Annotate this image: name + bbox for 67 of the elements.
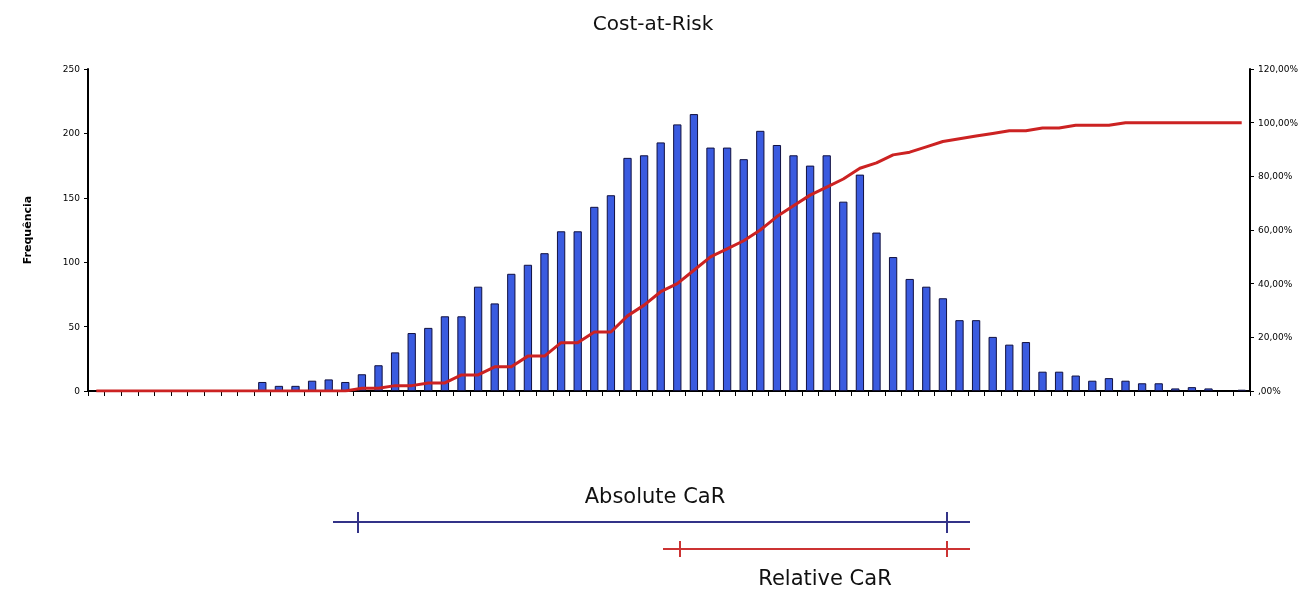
bar [573,231,582,391]
bar [888,257,898,391]
bar [805,165,815,391]
bar [324,379,333,391]
bar [955,320,964,391]
bar [473,286,483,391]
bar [1021,342,1031,391]
y2-tick-label: ,00% [1258,386,1282,396]
y-tick-label: 150 [62,192,81,203]
bar [1071,375,1080,391]
bar [938,298,948,391]
bar [523,264,533,391]
text: Absolute CaR [584,484,726,508]
bar [623,157,632,391]
bar [1137,383,1147,391]
y-tick-label: 200 [62,128,81,139]
bar [639,155,649,391]
bar [1088,380,1097,391]
bar [590,206,599,391]
y-tick-label: 100 [62,257,81,268]
bar [507,273,516,391]
bar [656,142,665,391]
y2-tick-label: 40,00% [1258,278,1293,289]
bar [490,303,499,391]
bar [872,232,881,391]
bar [556,231,566,391]
bar [1104,378,1114,391]
y-tick-label: 50 [68,321,81,332]
bar [390,352,400,391]
chart-title: Cost-at-Risk [592,11,714,35]
y-tick-label: 0 [74,386,81,396]
bar [739,159,748,391]
bar [756,130,765,391]
y2-tick-label: 20,00% [1258,332,1293,343]
bar [424,327,433,391]
bar [971,320,981,391]
bar [689,114,699,391]
bar [407,333,416,391]
bar [1038,371,1047,391]
bar [1005,344,1014,391]
y-axis-title: Frequência [21,195,34,265]
bar [905,278,914,391]
bar [922,286,931,391]
text: Relative CaR [758,566,892,590]
line-series [94,121,1244,393]
bar [822,155,831,391]
bar [673,124,682,391]
bar [440,316,450,391]
bar [1154,383,1163,391]
bar [1121,380,1130,391]
bar [722,147,732,391]
y2-tick-label: 120,00% [1258,64,1299,74]
bar [839,201,848,391]
bar [772,144,782,391]
bar [540,253,549,391]
y2-tick-label: 60,00% [1258,225,1293,235]
bar [457,316,466,391]
y-tick-label: 250 [62,64,81,74]
bar [789,155,798,391]
bar [706,147,715,391]
bar [855,174,865,391]
y2-tick-label: 100,00% [1258,117,1299,128]
y2-tick-label: 80,00% [1258,171,1293,182]
bar [1054,371,1064,391]
bar [606,195,616,391]
bar [1187,387,1197,391]
bar [988,336,997,391]
